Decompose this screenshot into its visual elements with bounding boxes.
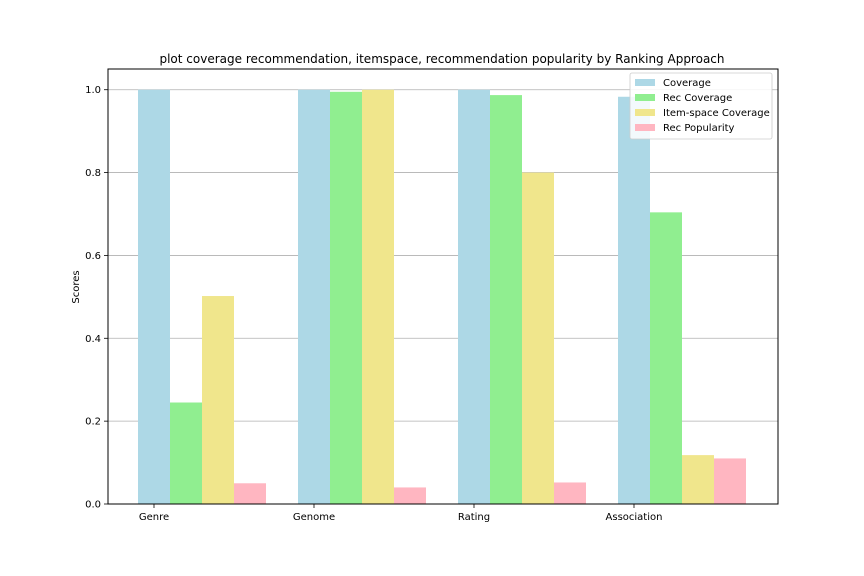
legend-swatch: [635, 109, 655, 116]
bar: [618, 96, 650, 504]
x-tick-label: Genre: [139, 512, 169, 523]
legend-label: Coverage: [663, 78, 711, 89]
bar: [234, 483, 266, 504]
bar: [138, 89, 170, 504]
plot-frame: [107, 68, 779, 505]
legend-label: Item-space Coverage: [663, 108, 770, 119]
legend-label: Rec Coverage: [663, 93, 732, 104]
x-tick-label: Rating: [458, 512, 490, 523]
bar: [458, 89, 490, 504]
y-tick-label: 0.8: [85, 168, 101, 179]
x-tick-label: Association: [606, 512, 663, 523]
legend-label: Rec Popularity: [663, 123, 735, 134]
bar: [170, 402, 202, 504]
legend: Coverage Rec Coverage Item-space Coverage R…: [629, 72, 773, 140]
bar: [522, 172, 554, 505]
y-tick-label: 1.0: [85, 85, 101, 96]
y-tick-label: 0.4: [85, 334, 101, 345]
y-tick-label: 0.0: [85, 500, 101, 511]
bar: [554, 482, 586, 504]
legend-swatch: [635, 124, 655, 131]
chart-title: plot coverage recommendation, itemspace,…: [159, 52, 724, 66]
x-axis: Genre Genome Rating Association: [139, 504, 663, 523]
legend-box: [629, 72, 773, 140]
legend-swatch: [635, 94, 655, 101]
bar: [682, 455, 714, 504]
bar: [490, 95, 522, 504]
bar: [298, 89, 330, 504]
y-tick-label: 0.6: [85, 251, 101, 262]
y-tick-label: 0.2: [85, 417, 101, 428]
bar: [714, 458, 746, 504]
bar: [362, 89, 394, 504]
bar: [650, 212, 682, 505]
x-tick-label: Genome: [293, 512, 335, 523]
bar: [330, 91, 362, 505]
bar: [394, 487, 426, 504]
legend-swatch: [635, 79, 655, 86]
bar: [202, 296, 234, 504]
y-axis-label: Scores: [71, 270, 82, 303]
y-axis: 0.0 0.2 0.4 0.6 0.8 1.0: [85, 85, 108, 511]
bars: [138, 89, 746, 505]
